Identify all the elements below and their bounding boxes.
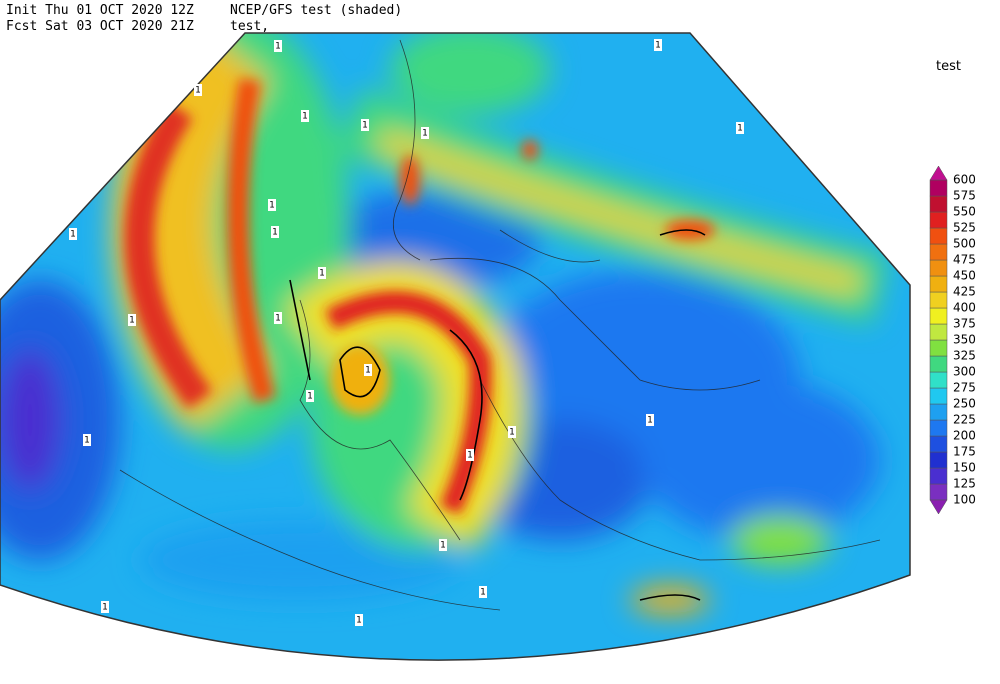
- contour-label-box: [301, 110, 309, 122]
- colorbar-label: 600: [953, 173, 976, 187]
- colorbar-label: 125: [953, 477, 976, 491]
- colorbar-label: 275: [953, 381, 976, 395]
- colorbar-band: [929, 179, 948, 197]
- colorbar-label: 400: [953, 301, 976, 315]
- contour-label: 1: [272, 228, 278, 238]
- contour-label-box: [421, 127, 429, 139]
- colorbar-label: 300: [953, 365, 976, 379]
- colorbar-band: [929, 451, 948, 469]
- contour-label-box: [83, 434, 91, 446]
- colorbar-band: [929, 467, 948, 485]
- contour-label-box: [361, 119, 369, 131]
- contour-label-box: [654, 39, 662, 51]
- colorbar-band: [929, 355, 948, 373]
- contour-label-box: [439, 539, 447, 551]
- contour-label-box: [128, 314, 136, 326]
- colorbar-label: 475: [953, 253, 976, 267]
- contour-label-box: [355, 614, 363, 626]
- contour-label: 1: [129, 316, 135, 326]
- contour-label: 1: [84, 436, 90, 446]
- contour-label-box: [268, 199, 276, 211]
- contour-label: 1: [275, 314, 281, 324]
- colorbar: 100 125 150 175 200 225 250 275 300 325 350 375 400 4…: [929, 165, 976, 515]
- colorbar-label: 325: [953, 349, 976, 363]
- colorbar-band: [929, 195, 948, 213]
- contour-label: 1: [655, 41, 661, 51]
- contour-label: 1: [422, 129, 428, 139]
- header-subtitle: test,: [230, 19, 269, 34]
- contour-label: 1: [269, 201, 275, 211]
- colorbar-label: 375: [953, 317, 976, 331]
- contour-labels: 1 1 1 1 1 1 1 1 1 1 1 1 1 1 1 1 1 1 1 1 1 1 1: [69, 39, 744, 626]
- colorbar-label: 450: [953, 269, 976, 283]
- colorbar-band: [929, 483, 948, 501]
- colorbar-band: [929, 387, 948, 405]
- contour-label: 1: [365, 366, 371, 376]
- contour-label-box: [318, 267, 326, 279]
- contour-label-box: [736, 122, 744, 134]
- contour-label: 1: [102, 603, 108, 613]
- colorbar-band: [929, 435, 948, 453]
- colorbar-over: [929, 165, 948, 181]
- contour-label-box: [646, 414, 654, 426]
- colorbar-band: [929, 243, 948, 261]
- contour-label: 1: [480, 588, 486, 598]
- contour-label: 1: [467, 451, 473, 461]
- colorbar-band: [929, 419, 948, 437]
- shaded-field: [0, 33, 910, 661]
- contour-label-box: [274, 312, 282, 324]
- colorbar-label: 550: [953, 205, 976, 219]
- contour-label: 1: [319, 269, 325, 279]
- colorbar-label: 575: [953, 189, 976, 203]
- colorbar-band: [929, 371, 948, 389]
- contour-label-box: [194, 84, 202, 96]
- header-title: NCEP/GFS test (shaded): [230, 3, 402, 18]
- contour-label-box: [508, 426, 516, 438]
- colorbar-under: [929, 499, 948, 515]
- colorbar-band: [929, 227, 948, 245]
- colorbar-band: [929, 339, 948, 357]
- colorbar-label: 350: [953, 333, 976, 347]
- contour-label: 1: [70, 230, 76, 240]
- map-border: [0, 32, 911, 661]
- colorbar-band: [929, 307, 948, 325]
- contour-label-box: [274, 40, 282, 52]
- contour-label: 1: [509, 428, 515, 438]
- contour-label: 1: [356, 616, 362, 626]
- contour-label: 1: [440, 541, 446, 551]
- contour-label: 1: [275, 42, 281, 52]
- colorbar-label: 150: [953, 461, 976, 475]
- contour-label: 1: [302, 112, 308, 122]
- colorbar-label: 250: [953, 397, 976, 411]
- colorbar-band: [929, 259, 948, 277]
- contour-label-box: [364, 364, 372, 376]
- contour-label: 1: [647, 416, 653, 426]
- colorbar-label: 225: [953, 413, 976, 427]
- contour-label-box: [466, 449, 474, 461]
- colorbar-label: 100: [953, 493, 976, 507]
- contour-label-box: [479, 586, 487, 598]
- colorbar-label: 525: [953, 221, 976, 235]
- colorbar-band: [929, 291, 948, 309]
- header-fcst: Fcst Sat 03 OCT 2020 21Z: [6, 19, 194, 34]
- colorbar-label: 425: [953, 285, 976, 299]
- contour-label: 1: [195, 86, 201, 96]
- contour-label: 1: [737, 124, 743, 134]
- colorbar-label: 175: [953, 445, 976, 459]
- colorbar-band: [929, 211, 948, 229]
- colorbar-band: [929, 403, 948, 421]
- contour-label-box: [271, 226, 279, 238]
- contour-label: 1: [307, 392, 313, 402]
- colorbar-label: 500: [953, 237, 976, 251]
- legend-title: test: [936, 59, 961, 74]
- contour-label: 1: [362, 121, 368, 131]
- colorbar-label: 200: [953, 429, 976, 443]
- colorbar-band: [929, 275, 948, 293]
- contour-label-box: [101, 601, 109, 613]
- colorbar-band: [929, 323, 948, 341]
- header-init: Init Thu 01 OCT 2020 12Z: [6, 3, 194, 18]
- contour-label-box: [69, 228, 77, 240]
- contour-label-box: [306, 390, 314, 402]
